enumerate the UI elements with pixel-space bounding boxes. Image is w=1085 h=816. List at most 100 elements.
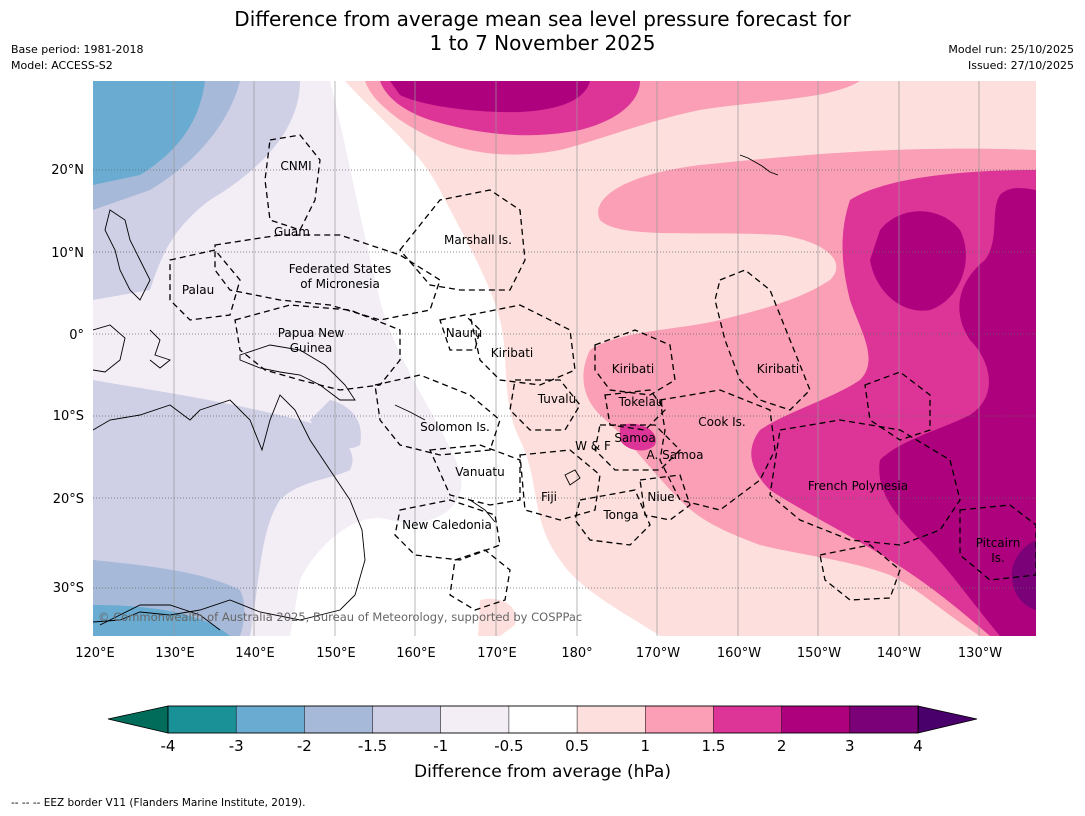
eez-new-caledonia bbox=[394, 499, 501, 561]
meta-right: Model run: 25/10/2025 Issued: 27/10/2025 bbox=[948, 42, 1074, 74]
colorbar-tick-label: -3 bbox=[228, 737, 244, 755]
lon-tick: 170°E bbox=[477, 646, 517, 661]
coastline-hawaii bbox=[739, 154, 779, 176]
eez-kiribati-central bbox=[594, 329, 676, 396]
label-guam: Guam bbox=[274, 225, 310, 239]
colorbar-swatch bbox=[304, 705, 374, 734]
label-marshall: Marshall Is. bbox=[444, 233, 512, 247]
label-french-polynesia: French Polynesia bbox=[808, 479, 908, 493]
colorbar-tick-label: 0.5 bbox=[565, 737, 590, 755]
eez-cnmi bbox=[264, 134, 321, 231]
label-new-caledonia: New Caledonia bbox=[402, 518, 492, 532]
label-kiribati-west: Kiribati bbox=[491, 346, 533, 360]
anomaly-region-pos2-inner bbox=[870, 211, 966, 311]
eez-borders bbox=[169, 134, 1036, 611]
label-wf: W & F bbox=[575, 439, 611, 453]
graticule bbox=[93, 81, 1036, 636]
colorbar bbox=[107, 705, 978, 734]
map-title: Difference from average mean sea level p… bbox=[0, 7, 1085, 55]
label-pitcairn-1: Pitcairn bbox=[976, 536, 1021, 550]
model-run-text: Model run: 25/10/2025 bbox=[948, 43, 1074, 56]
eez-pitcairn bbox=[959, 504, 1036, 581]
colorbar-swatch bbox=[713, 705, 783, 734]
label-niue: Niue bbox=[647, 490, 674, 504]
label-png-2: Guinea bbox=[290, 341, 333, 355]
eez-kiribati-east bbox=[714, 269, 811, 411]
colorbar-swatch bbox=[508, 705, 578, 734]
label-samoa: Samoa bbox=[614, 431, 655, 445]
lon-tick: 150°W bbox=[797, 646, 841, 661]
label-solomon: Solomon Is. bbox=[420, 420, 490, 434]
colorbar-under-arrow bbox=[107, 705, 169, 734]
eez-fiji bbox=[519, 449, 601, 521]
eez-norfolk bbox=[449, 549, 511, 611]
lat-tick: 10°S bbox=[53, 409, 84, 424]
colorbar-over-arrow bbox=[917, 705, 978, 734]
colorbar-tick-label: 3 bbox=[845, 737, 855, 755]
colorbar-swatch bbox=[645, 705, 715, 734]
eez-tuvalu bbox=[509, 379, 581, 431]
coastline-new-guinea bbox=[239, 344, 356, 401]
label-kiribati-central: Kiribati bbox=[612, 362, 654, 376]
colorbar-swatch bbox=[235, 705, 306, 734]
issued-text: Issued: 27/10/2025 bbox=[967, 59, 1074, 72]
label-cnmi: CNMI bbox=[280, 159, 311, 173]
colorbar-tick-label: -1 bbox=[433, 737, 449, 755]
eez-png bbox=[234, 304, 401, 391]
map-title-line1: Difference from average mean sea level p… bbox=[234, 7, 851, 31]
eez-french-polynesia-north bbox=[864, 371, 931, 441]
longitude-ticks: 120°E 130°E 140°E 150°E 160°E 170°E 180°… bbox=[75, 646, 1002, 661]
eez-footnote: -- -- -- EEZ border V11 (Flanders Marine… bbox=[11, 797, 306, 809]
lon-tick: 130°E bbox=[155, 646, 195, 661]
eez-tonga bbox=[574, 489, 651, 546]
anomaly-region-pos15-patch bbox=[620, 423, 656, 451]
colorbar-swatch bbox=[781, 705, 851, 734]
colorbar-tick-label: -0.5 bbox=[494, 737, 524, 755]
colorbar-frame bbox=[167, 705, 919, 734]
lat-tick: 0° bbox=[69, 328, 84, 343]
coastline-solomon bbox=[394, 404, 426, 421]
lon-tick: 130°W bbox=[958, 646, 1002, 661]
colorbar-swatch bbox=[849, 705, 919, 734]
label-kiribati-east: Kiribati bbox=[757, 362, 799, 376]
colorbar-tick-label: -2 bbox=[296, 737, 312, 755]
lat-tick: 30°S bbox=[53, 581, 84, 596]
label-nauru: Nauru bbox=[446, 326, 482, 340]
colorbar-tick-label: -4 bbox=[160, 737, 176, 755]
eez-tokelau bbox=[604, 389, 666, 431]
lon-tick: 160°E bbox=[396, 646, 436, 661]
anomaly-region-pos2-east bbox=[879, 187, 1036, 636]
colorbar-swatch bbox=[440, 705, 510, 734]
label-fsm-2: of Micronesia bbox=[300, 277, 380, 291]
lon-tick: 180° bbox=[561, 646, 592, 661]
colorbar-tick-label: -1.5 bbox=[357, 737, 388, 755]
coastline-sulawesi bbox=[149, 329, 171, 369]
anomaly-region-neg1-png bbox=[310, 400, 361, 449]
lon-tick: 140°W bbox=[877, 646, 921, 661]
anomaly-region-pos3 bbox=[1011, 540, 1036, 610]
anomaly-region-neg2-south bbox=[93, 605, 230, 636]
coastline-philippines bbox=[104, 209, 151, 301]
pressure-anomaly-field bbox=[93, 81, 1036, 636]
map-title-line2: 1 to 7 November 2025 bbox=[429, 31, 656, 55]
label-cook: Cook Is. bbox=[698, 415, 745, 429]
coastline-borneo bbox=[93, 324, 126, 373]
label-vanuatu: Vanuatu bbox=[455, 465, 505, 479]
label-pitcairn-2: Is. bbox=[991, 551, 1005, 565]
meta-left: Base period: 1981-2018 Model: ACCESS-S2 bbox=[11, 42, 143, 74]
eez-cook bbox=[659, 389, 776, 511]
eez-palau bbox=[169, 249, 241, 321]
region-labels: CNMI Guam Marshall Is. Federated States … bbox=[182, 159, 1020, 565]
label-fsm-1: Federated States bbox=[289, 262, 391, 276]
coastline-australia bbox=[93, 394, 366, 623]
coastlines bbox=[93, 154, 779, 631]
colorbar-swatch bbox=[372, 705, 442, 734]
eez-kiribati-west bbox=[469, 304, 576, 386]
colorbar-ticks: -4 -3 -2 -1.5 -1 -0.5 0.5 1 1.5 2 3 4 bbox=[0, 737, 1085, 757]
colorbar-swatch bbox=[576, 705, 647, 734]
coastline-new-caledonia bbox=[469, 499, 496, 523]
model-text: Model: ACCESS-S2 bbox=[11, 59, 113, 72]
lon-tick: 140°E bbox=[235, 646, 275, 661]
colorbar-label: Difference from average (hPa) bbox=[414, 762, 671, 782]
